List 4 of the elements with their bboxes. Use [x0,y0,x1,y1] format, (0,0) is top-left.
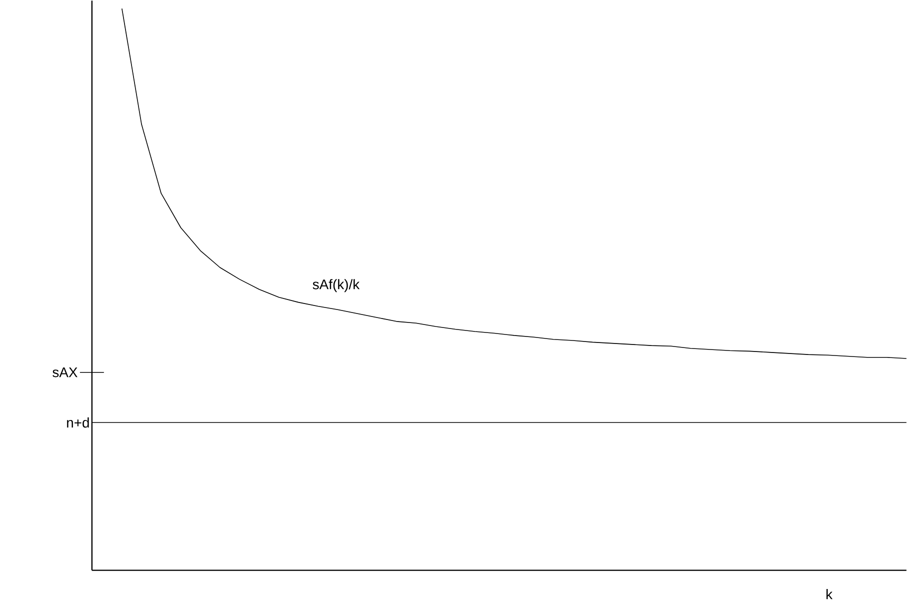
text: sAX [52,367,78,378]
ref-line-label: n+d [67,417,89,428]
series-label: sAf(k)/k [312,278,360,292]
x-axis-title: k [826,588,833,600]
